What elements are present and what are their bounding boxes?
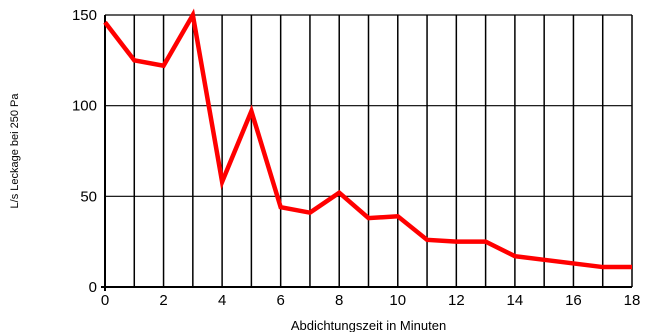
x-tick-label: 0 — [101, 292, 109, 309]
y-tick-label: 0 — [89, 279, 97, 296]
grid-lines — [104, 14, 633, 288]
x-tick-label: 16 — [565, 292, 582, 309]
x-tick-label: 14 — [507, 292, 524, 309]
x-tick-label: 2 — [159, 292, 167, 309]
leakage-series-line — [103, 8, 632, 270]
data-series — [103, 8, 632, 270]
x-tick-label: 8 — [335, 292, 343, 309]
y-axis-label: L/s Leckage bei 250 Pa — [9, 93, 21, 209]
x-tick-label: 10 — [389, 292, 406, 309]
x-tick-label: 12 — [448, 292, 465, 309]
x-tick-label: 4 — [218, 292, 226, 309]
x-axis-label: Abdichtungszeit in Minuten — [291, 318, 446, 332]
x-tick-labels: 0 2 4 6 8 10 12 14 16 18 — [101, 292, 641, 309]
y-tick-labels: 0 50 100 150 — [72, 7, 97, 296]
y-tick-label: 100 — [72, 98, 97, 115]
y-tick-label: 50 — [80, 188, 97, 205]
plot-frame — [101, 15, 632, 291]
y-tick-label: 150 — [72, 7, 97, 24]
x-tick-label: 6 — [276, 292, 284, 309]
x-tick-label: 18 — [624, 292, 641, 309]
